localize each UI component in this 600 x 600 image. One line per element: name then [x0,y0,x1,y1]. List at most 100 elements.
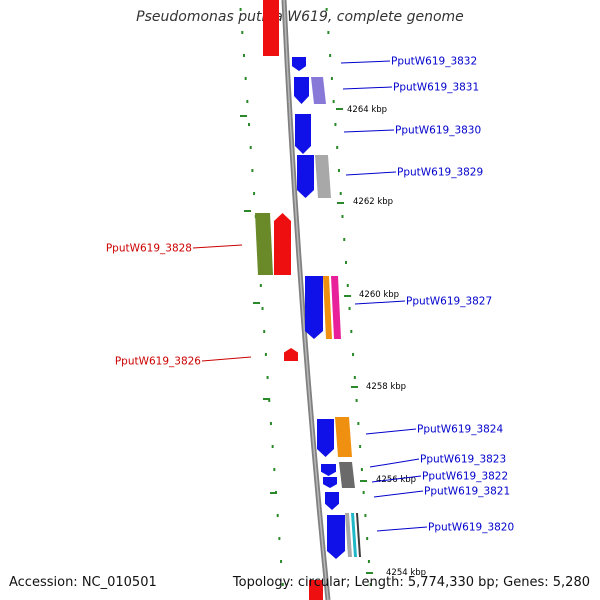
ruler-dot-right [362,491,365,494]
ruler-dot-left [276,514,279,517]
ruler-dot-left [271,445,274,448]
ruler-dot-right [367,560,370,563]
ruler-dot-left [246,100,249,103]
ruler-dot-left [259,284,262,287]
ruler-dot-right [327,31,330,34]
gene-label-forward: PputW619_3824 [417,424,503,436]
topology-text: Topology: circular; Length: 5,774,330 bp… [232,575,590,590]
gene-label-leader [343,129,395,133]
gene-label-leader [376,526,428,532]
ruler-dot-left [280,560,283,563]
scale-label: 4260 kbp [359,290,399,300]
gene-label-leader [201,356,252,362]
gene-label-forward: PputW619_3832 [391,56,477,68]
ruler-dot-right [360,468,363,471]
ruler-dot-left [251,169,254,172]
ruler-dot-left [264,353,267,356]
gene-label-forward: PputW619_3820 [428,522,514,534]
scale-label: 4256 kbp [376,475,416,485]
gene-label-leader [371,475,422,483]
ruler-major-tick [244,210,251,212]
forward-gene-3831 [294,77,309,104]
ruler-dot-right [341,215,344,218]
ruler-dot-left [263,330,266,333]
forward-gene-3822 [323,477,337,488]
ruler-dot-left [266,376,269,379]
cog-box-cyan [351,513,357,557]
ruler-dot-right [353,376,356,379]
cog-box-dark [356,513,361,557]
reverse-gene-3828 [274,213,291,275]
ruler-dot-right [348,307,351,310]
accession-text: Accession: NC_010501 [9,575,157,590]
ruler-major-tick [336,108,343,110]
gene-label-forward: PputW619_3830 [395,125,481,137]
ruler-dot-right [345,261,348,264]
ruler-dot-right [364,514,367,517]
ruler-dot-right [337,169,340,172]
ruler-major-tick [337,202,344,204]
ruler-dot-right [369,583,372,586]
ruler-dot-right [346,284,349,287]
ruler-dot-right [366,537,369,540]
forward-gene-3820 [327,515,345,559]
gene-label-leader [373,490,424,498]
cog-box-purple [311,77,326,104]
gene-label-leader [369,458,420,468]
gene-label-leader [342,86,393,90]
scale-label: 4258 kbp [366,382,406,392]
gene-label-leader [354,300,406,305]
ruler-dot-right [357,422,360,425]
ruler-dot-left [241,31,244,34]
gene-label-leader [192,244,243,249]
forward-gene-3823 [321,464,336,476]
gene-label-leader [340,60,391,64]
ruler-dot-right [332,100,335,103]
ruler-dot-right [355,399,358,402]
ruler-dot-right [350,330,353,333]
ruler-dot-right [359,445,362,448]
gene-label-forward: PputW619_3821 [424,486,510,498]
ruler-dot-left [244,77,247,80]
forward-gene-3821 [325,492,339,510]
ruler-dot-right [325,8,328,11]
cog-box-gray [315,155,331,198]
ruler-major-tick [366,572,373,574]
scale-label: 4262 kbp [353,197,393,207]
forward-gene-3827 [305,276,323,339]
map-title: Pseudomonas putida W619, complete genome [136,9,464,25]
ruler-dot-right [343,238,346,241]
backbone-highlight [283,0,329,600]
gene-label-leader [365,428,417,435]
ruler-dot-right [352,353,355,356]
ruler-dot-left [281,583,284,586]
ruler-major-tick [263,398,270,400]
ruler-major-tick [351,386,358,388]
gene-label-reverse: PputW619_3826 [115,356,201,368]
ruler-dot-left [249,146,252,149]
gene-label-forward: PputW619_3822 [422,471,508,483]
ruler-major-tick [253,302,260,304]
scale-label: 4254 kbp [386,568,426,578]
ruler-dot-right [329,54,332,57]
ruler-major-tick [344,295,351,297]
cog-box-darkgray [339,462,355,488]
reverse-gene-bottom [309,580,323,600]
ruler-dot-left [239,8,242,11]
cog-box-orange [323,276,332,339]
ruler-dot-left [248,123,251,126]
ruler-major-tick [240,115,247,117]
forward-gene-3832 [292,57,306,71]
ruler-dot-left [269,422,272,425]
cog-box-orange-2 [335,417,352,457]
ruler-dot-left [253,192,256,195]
gene-label-reverse: PputW619_3828 [106,243,192,255]
reverse-gene-top [263,0,279,56]
ruler-dot-left [261,307,264,310]
forward-gene-3824 [317,419,334,457]
ruler-dot-left [278,537,281,540]
ruler-dot-left [268,399,271,402]
cog-box-gray-2 [345,513,352,557]
gene-label-forward: PputW619_3831 [393,82,479,94]
